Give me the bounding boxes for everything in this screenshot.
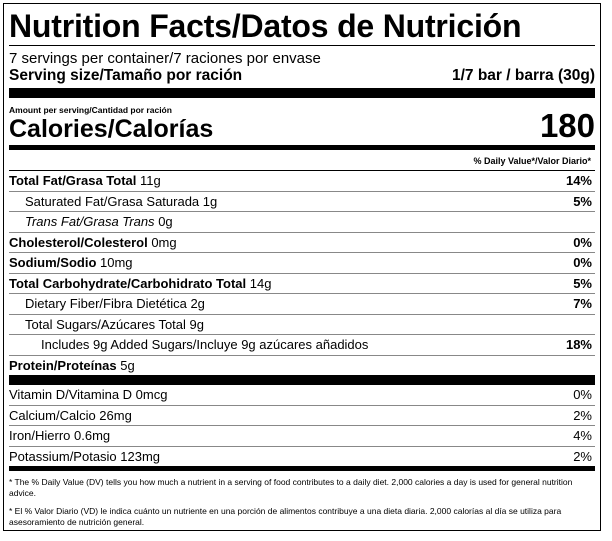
- vitamin-row-iron: Iron/Hierro 0.6mg 4%: [9, 426, 595, 447]
- nutrient-name: Total Carbohydrate/Carbohidrato Total: [9, 275, 247, 291]
- nutrient-dv: 0%: [573, 234, 592, 250]
- nutrient-row-added-sugars: Includes 9g Added Sugars/Incluye 9g azúc…: [9, 335, 595, 356]
- nutrient-amount: 1g: [202, 193, 218, 209]
- nutrient-dv: 18%: [565, 337, 592, 352]
- nutrient-row-protein: Protein/Proteínas 5g: [9, 356, 595, 376]
- vitamin-text: Iron/Hierro 0.6mg: [9, 428, 111, 443]
- medium-divider: [9, 145, 595, 150]
- serving-size-row: Serving size/Tamaño por ración 1/7 bar /…: [9, 67, 595, 85]
- vitamin-dv: 2%: [573, 407, 592, 423]
- nutrient-amount: 9g: [189, 316, 204, 332]
- label-title: Nutrition Facts/Datos de Nutrición: [9, 8, 522, 44]
- thick-divider: [9, 88, 595, 98]
- vitamin-dv: 0%: [573, 387, 592, 402]
- nutrient-name: Total Sugars/Azúcares Total: [25, 316, 186, 332]
- nutrient-amount: 5g: [120, 357, 135, 373]
- nutrient-amount: 0mg: [151, 234, 177, 250]
- nutrient-dv: 5%: [573, 193, 592, 209]
- nutrient-name: Includes 9g Added Sugars/Incluye 9g azúc…: [41, 337, 369, 352]
- daily-value-header: % Daily Value*/Valor Diario*: [9, 150, 595, 171]
- nutrient-name: Cholesterol/Colesterol: [9, 234, 148, 250]
- nutrient-amount: 11g: [140, 173, 161, 188]
- nutrient-name: Sodium/Sodio: [9, 255, 97, 270]
- nutrient-name: Trans Fat/Grasa Trans: [25, 214, 155, 229]
- nutrient-row-sodium: Sodium/Sodio 10mg 0%: [9, 253, 595, 274]
- nutrient-name: Total Fat/Grasa Total: [9, 173, 137, 188]
- nutrient-dv: 14%: [565, 173, 592, 188]
- nutrient-name: Protein/Proteínas: [9, 357, 117, 373]
- vitamin-row-potassium: Potassium/Potasio 123mg 2%: [9, 447, 595, 467]
- nutrient-row-cholesterol: Cholesterol/Colesterol 0mg 0%: [9, 233, 595, 253]
- nutrient-row-total-carbohydrate: Total Carbohydrate/Carbohidrato Total 14…: [9, 274, 595, 294]
- calories-row: Calories/Calorías 180: [9, 109, 595, 144]
- nutrient-name: Saturated Fat/Grasa Saturada: [25, 193, 200, 209]
- nutrient-row-saturated-fat: Saturated Fat/Grasa Saturada 1g 5%: [9, 192, 595, 212]
- servings-per-container: 7 servings per container/7 raciones por …: [9, 50, 321, 67]
- serving-size-value: 1/7 bar / barra (30g): [451, 67, 595, 84]
- nutrient-dv: 5%: [573, 275, 592, 291]
- amount-per-serving: Amount per serving/Cantidad por ración: [9, 105, 172, 115]
- vitamin-row-d: Vitamin D/Vitamina D 0mcg 0%: [9, 385, 595, 406]
- vitamin-dv: 4%: [573, 428, 592, 443]
- vitamin-dv: 2%: [573, 448, 592, 464]
- vitamin-text: Calcium/Calcio 26mg: [9, 407, 132, 423]
- calories-label: Calories/Calorías: [9, 115, 214, 143]
- nutrient-amount: 10mg: [100, 255, 133, 270]
- vitamin-text: Potassium/Potasio 123mg: [9, 448, 161, 464]
- footnote-spanish: * El % Valor Diario (VD) le indica cuánt…: [9, 506, 562, 527]
- vitamin-text: Vitamin D/Vitamina D 0mcg: [9, 387, 168, 402]
- serving-size-label: Serving size/Tamaño por ración: [9, 67, 243, 84]
- nutrient-amount: 0g: [158, 214, 173, 229]
- nutrient-row-dietary-fiber: Dietary Fiber/Fibra Dietética 2g 7%: [9, 294, 595, 315]
- footnote-divider: [9, 466, 595, 471]
- nutrient-name: Dietary Fiber/Fibra Dietética: [25, 296, 187, 311]
- title-rule: [9, 45, 595, 46]
- nutrient-row-total-fat: Total Fat/Grasa Total 11g 14%: [9, 171, 595, 192]
- footnote-english: * The % Daily Value (DV) tells you how m…: [9, 477, 573, 498]
- nutrient-row-trans-fat: Trans Fat/Grasa Trans 0g: [9, 212, 595, 233]
- nutrition-label: Nutrition Facts/Datos de Nutrición 7 ser…: [3, 3, 601, 531]
- nutrient-row-total-sugars: Total Sugars/Azúcares Total 9g: [9, 315, 595, 335]
- thick-divider-vitamins: [9, 375, 595, 385]
- nutrient-dv: 7%: [573, 296, 592, 311]
- nutrient-dv: 0%: [573, 255, 592, 270]
- vitamin-row-calcium: Calcium/Calcio 26mg 2%: [9, 406, 595, 426]
- calories-value: 180: [539, 107, 595, 144]
- nutrient-amount: 2g: [190, 296, 205, 311]
- nutrient-amount: 14g: [249, 275, 272, 291]
